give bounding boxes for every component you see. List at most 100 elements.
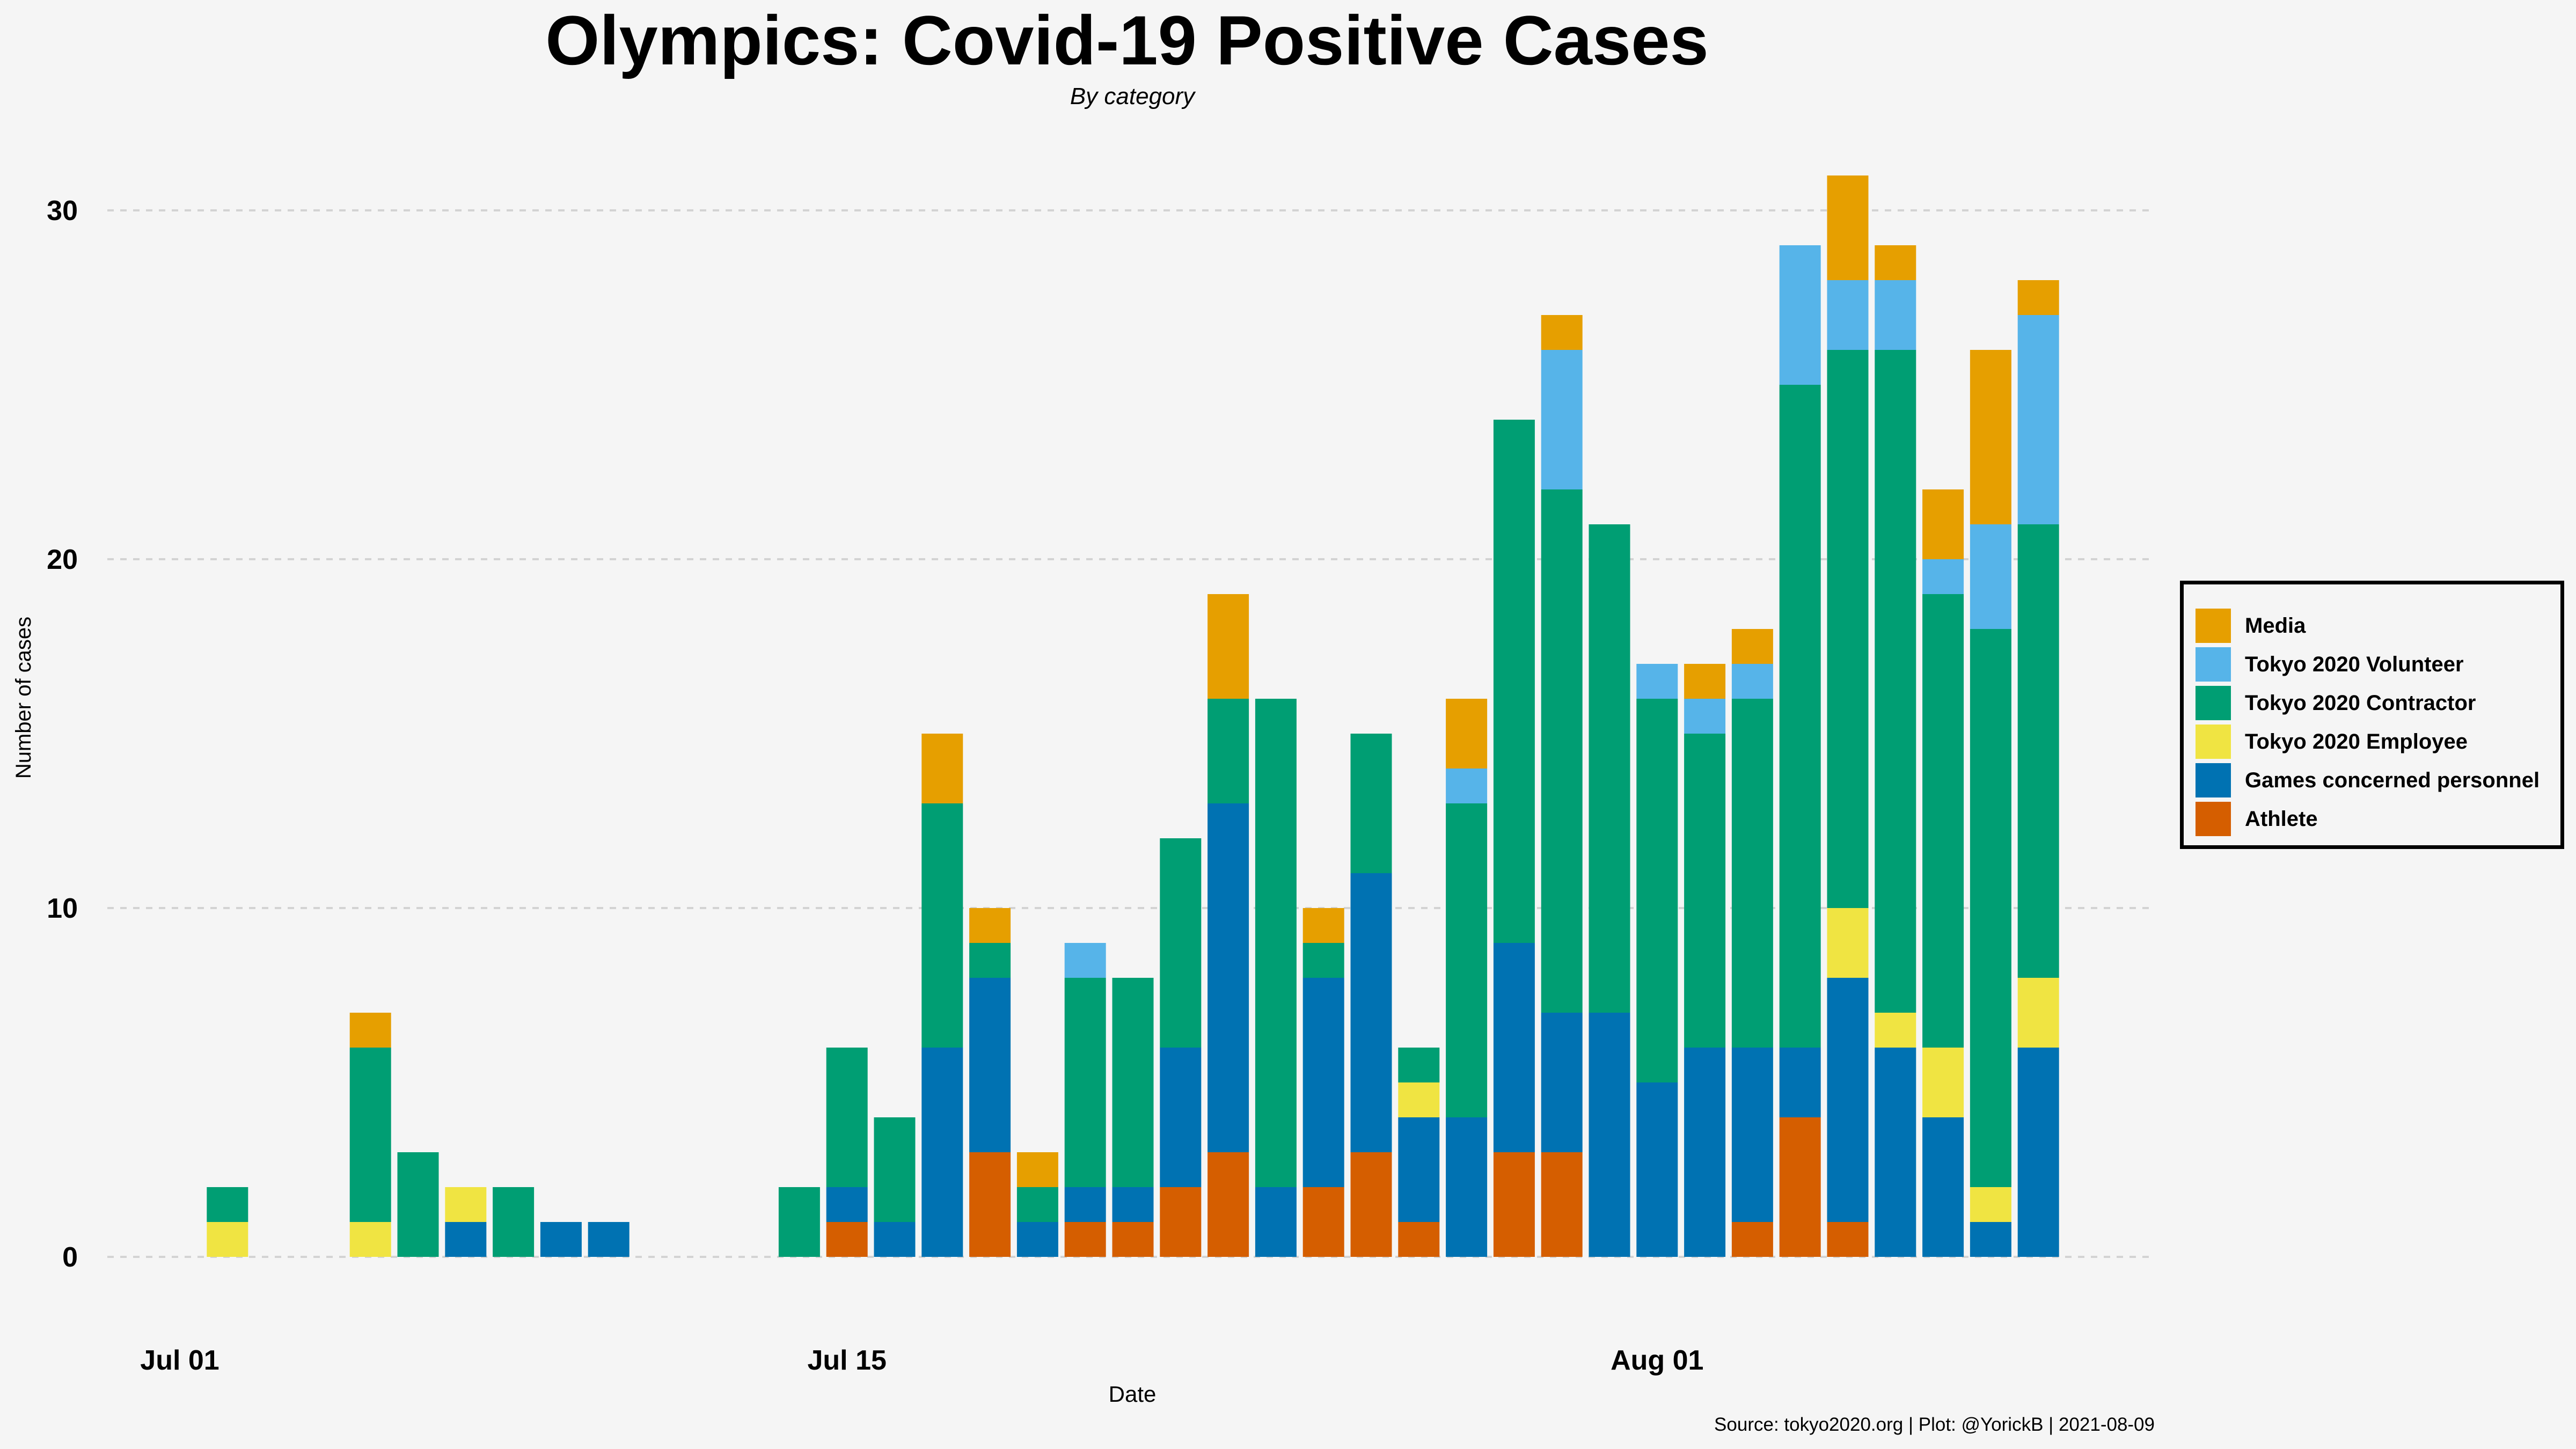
bar-segment-media-jul-28 — [1446, 699, 1488, 769]
legend-swatch — [2196, 609, 2231, 643]
bar-segment-media-jul-19 — [1016, 1152, 1058, 1187]
bar-segment-tokyo-2020-contractor-jul-25 — [1302, 943, 1344, 978]
bar-segment-games-concerned-personnel-jul-24 — [1255, 1187, 1297, 1257]
bar-segment-media-aug-03 — [1731, 629, 1773, 664]
source-caption: Source: tokyo2020.org | Plot: @YorickB |… — [1714, 1414, 2155, 1435]
bar-segment-media-jul-23 — [1208, 594, 1249, 699]
y-axis-label: Number of cases — [12, 617, 35, 779]
bar-segment-games-concerned-personnel-aug-04 — [1779, 1048, 1821, 1117]
bar-segment-tokyo-2020-contractor-jul-31 — [1589, 524, 1630, 1013]
bar-segment-tokyo-2020-contractor-jul-27 — [1398, 1048, 1440, 1082]
bar-segment-athlete-jul-25 — [1302, 1187, 1344, 1257]
legend-swatch — [2196, 686, 2231, 720]
bar-segment-games-concerned-personnel-jul-10 — [588, 1222, 630, 1257]
y-axis-ticks: 0 10 20 30 — [47, 195, 78, 1273]
bar-segment-games-concerned-personnel-jul-28 — [1446, 1117, 1488, 1257]
chart-title: Olympics: Covid-19 Positive Cases — [545, 1, 1709, 79]
x-tick-label: Aug 01 — [1611, 1345, 1703, 1376]
bar-segment-media-aug-08 — [1970, 350, 2011, 524]
bar-segment-tokyo-2020-employee-jul-27 — [1398, 1082, 1440, 1117]
legend-item: Tokyo 2020 Volunteer — [2196, 646, 2464, 683]
legend-swatch — [2196, 802, 2231, 836]
bar-segment-tokyo-2020-contractor-jul-20 — [1064, 978, 1106, 1187]
bar-segment-games-concerned-personnel-jul-29 — [1493, 943, 1535, 1152]
bar-segment-tokyo-2020-employee-aug-06 — [1875, 1013, 1916, 1048]
bar-segment-athlete-jul-27 — [1398, 1222, 1440, 1257]
y-tick-label: 20 — [47, 544, 78, 575]
bar-segment-games-concerned-personnel-jul-31 — [1589, 1013, 1630, 1257]
bar-segment-games-concerned-personnel-aug-02 — [1684, 1048, 1726, 1257]
bar-segment-athlete-jul-29 — [1493, 1152, 1535, 1257]
bar-segment-tokyo-2020-volunteer-aug-09 — [2017, 315, 2059, 524]
bar-segment-games-concerned-personnel-aug-05 — [1827, 978, 1869, 1222]
bar-segment-tokyo-2020-volunteer-aug-06 — [1875, 280, 1916, 350]
bar-segment-tokyo-2020-employee-jul-05 — [349, 1222, 391, 1257]
bars — [207, 175, 2059, 1257]
bar-segment-tokyo-2020-contractor-aug-07 — [1922, 594, 1964, 1048]
bar-segment-athlete-jul-15 — [826, 1222, 868, 1257]
y-tick-label: 0 — [62, 1242, 78, 1273]
bar-segment-media-jul-05 — [349, 1013, 391, 1048]
bar-segment-tokyo-2020-contractor-aug-04 — [1779, 385, 1821, 1048]
legend-item: Tokyo 2020 Employee — [2196, 723, 2468, 760]
legend-label: Tokyo 2020 Contractor — [2245, 691, 2476, 715]
x-tick-label: Jul 15 — [807, 1345, 886, 1376]
bar-segment-games-concerned-personnel-aug-01 — [1636, 1082, 1678, 1257]
bar-segment-tokyo-2020-volunteer-jul-30 — [1541, 350, 1583, 489]
bar-segment-games-concerned-personnel-jul-16 — [874, 1222, 916, 1257]
chart-subtitle: By category — [1070, 83, 1195, 109]
legend-swatch — [2196, 647, 2231, 682]
bar-segment-tokyo-2020-contractor-jul-29 — [1493, 420, 1535, 943]
bar-segment-tokyo-2020-contractor-jul-22 — [1160, 838, 1202, 1048]
x-axis-label: Date — [1109, 1381, 1157, 1407]
bar-segment-games-concerned-personnel-jul-27 — [1398, 1117, 1440, 1222]
bar-segment-tokyo-2020-volunteer-aug-03 — [1731, 664, 1773, 699]
bar-segment-tokyo-2020-contractor-jul-19 — [1016, 1187, 1058, 1222]
bar-segment-tokyo-2020-contractor-jul-24 — [1255, 699, 1297, 1187]
bar-segment-athlete-jul-20 — [1064, 1222, 1106, 1257]
bar-segment-games-concerned-personnel-jul-21 — [1112, 1187, 1154, 1222]
bar-segment-tokyo-2020-volunteer-aug-07 — [1922, 559, 1964, 594]
bar-segment-games-concerned-personnel-jul-20 — [1064, 1187, 1106, 1222]
bar-segment-tokyo-2020-contractor-jul-15 — [826, 1048, 868, 1187]
bar-segment-athlete-aug-04 — [1779, 1117, 1821, 1257]
legend: Media Tokyo 2020 Volunteer Tokyo 2020 Cont… — [2180, 581, 2564, 849]
bar-segment-tokyo-2020-employee-aug-08 — [1970, 1187, 2011, 1222]
bar-segment-tokyo-2020-contractor-jul-30 — [1541, 489, 1583, 1013]
bar-segment-tokyo-2020-volunteer-aug-04 — [1779, 245, 1821, 385]
legend-item: Athlete — [2196, 800, 2318, 838]
bar-segment-tokyo-2020-volunteer-aug-02 — [1684, 699, 1726, 734]
bar-segment-tokyo-2020-contractor-jul-06 — [397, 1152, 439, 1257]
bar-segment-athlete-jul-22 — [1160, 1187, 1202, 1257]
bar-segment-tokyo-2020-contractor-jul-02 — [207, 1187, 248, 1222]
bar-segment-athlete-jul-26 — [1350, 1152, 1392, 1257]
bar-segment-tokyo-2020-contractor-aug-05 — [1827, 350, 1869, 908]
bar-segment-games-concerned-personnel-jul-18 — [969, 978, 1011, 1152]
bar-segment-media-aug-05 — [1827, 175, 1869, 280]
bar-segment-games-concerned-personnel-aug-08 — [1970, 1222, 2011, 1257]
bar-segment-tokyo-2020-contractor-aug-02 — [1684, 734, 1726, 1048]
y-tick-label: 30 — [47, 195, 78, 226]
bar-segment-athlete-jul-30 — [1541, 1152, 1583, 1257]
bar-segment-media-jul-25 — [1302, 908, 1344, 943]
bar-segment-games-concerned-personnel-jul-26 — [1350, 873, 1392, 1152]
legend-swatch — [2196, 763, 2231, 797]
bar-segment-tokyo-2020-employee-aug-07 — [1922, 1048, 1964, 1117]
x-tick-label: Jul 01 — [140, 1345, 219, 1376]
bar-segment-games-concerned-personnel-jul-15 — [826, 1187, 868, 1222]
x-axis-ticks: Jul 01 Jul 15 Aug 01 — [140, 1345, 1703, 1376]
bar-segment-media-aug-02 — [1684, 664, 1726, 699]
bar-segment-tokyo-2020-volunteer-aug-08 — [1970, 524, 2011, 629]
legend-label: Games concerned personnel — [2245, 768, 2540, 792]
bar-segment-games-concerned-personnel-jul-09 — [540, 1222, 582, 1257]
bar-segment-athlete-aug-03 — [1731, 1222, 1773, 1257]
bar-segment-games-concerned-personnel-jul-17 — [921, 1048, 963, 1257]
legend-label: Athlete — [2245, 807, 2318, 831]
bar-segment-tokyo-2020-employee-aug-09 — [2017, 978, 2059, 1048]
bar-segment-games-concerned-personnel-jul-30 — [1541, 1013, 1583, 1152]
bar-segment-tokyo-2020-contractor-aug-01 — [1636, 699, 1678, 1082]
bar-segment-tokyo-2020-contractor-jul-26 — [1350, 734, 1392, 873]
legend-item: Media — [2196, 607, 2306, 645]
bar-segment-tokyo-2020-contractor-jul-23 — [1208, 699, 1249, 803]
bar-segment-media-jul-17 — [921, 734, 963, 803]
